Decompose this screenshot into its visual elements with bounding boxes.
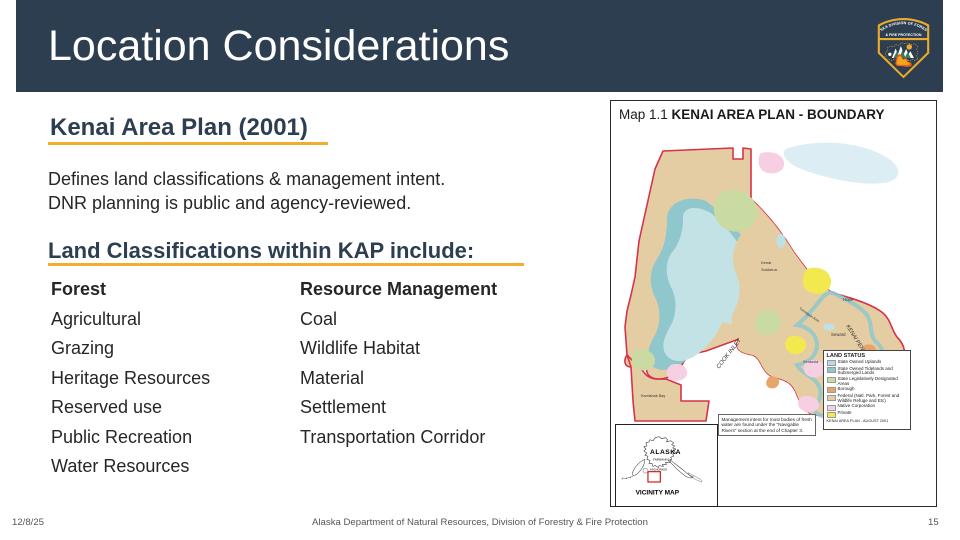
- svg-text:FAIRBANKS: FAIRBANKS: [653, 457, 669, 461]
- svg-text:Soldotna: Soldotna: [761, 267, 778, 272]
- svg-text:Hope: Hope: [843, 297, 854, 302]
- svg-text:& FIRE PROTECTION: & FIRE PROTECTION: [885, 33, 921, 37]
- svg-text:Seward: Seward: [831, 332, 846, 337]
- svg-text:Kenai: Kenai: [761, 260, 771, 265]
- svg-text:Seldovia: Seldovia: [803, 359, 819, 364]
- svg-text:ALASKA: ALASKA: [650, 449, 681, 456]
- svg-text:Kamishak Bay: Kamishak Bay: [641, 394, 665, 398]
- svg-text:ANCHORAGE: ANCHORAGE: [650, 468, 667, 472]
- svg-text:VICINITY MAP: VICINITY MAP: [636, 489, 680, 496]
